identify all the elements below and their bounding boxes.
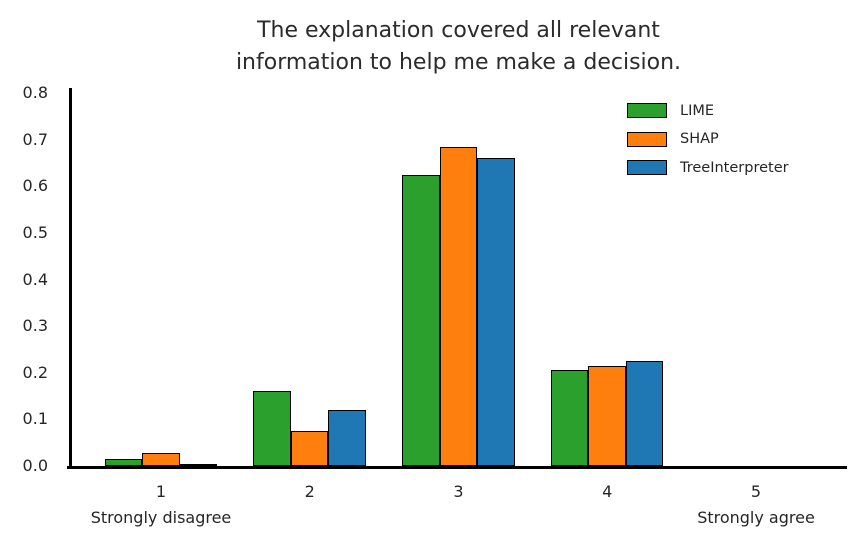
x-tick-number: 5	[750, 482, 762, 501]
chart-title-line2: information to help me make a decision.	[235, 50, 682, 75]
legend: LIME SHAP TreeInterpreter	[627, 103, 789, 189]
chart-title: The explanation covered all relevant inf…	[70, 15, 847, 79]
bar-shap-cat2	[290, 431, 329, 466]
x-tick-label: 5 Strongly agree	[636, 479, 865, 531]
bar-lime-cat2	[253, 391, 291, 466]
x-tick-label: 2	[190, 479, 430, 505]
x-tick-sublabel: Strongly disagree	[90, 508, 232, 527]
y-tick-label: 0.2	[22, 362, 48, 382]
x-tick-label: 3	[339, 479, 579, 505]
legend-item-shap: SHAP	[627, 131, 789, 147]
treeinterpreter-swatch-icon	[627, 160, 667, 175]
legend-label: LIME	[680, 102, 715, 119]
bar-shap-cat3	[439, 146, 478, 466]
y-axis-line	[69, 88, 72, 469]
x-tick-number: 4	[602, 482, 613, 501]
x-tick-label: 4	[487, 479, 727, 505]
bar-treeinterpreter-cat1	[179, 464, 218, 466]
lime-swatch-icon	[627, 103, 667, 118]
bar-treeinterpreter-cat4	[625, 361, 664, 466]
x-tick-number: 2	[304, 482, 315, 501]
bar-treeinterpreter-cat3	[477, 158, 515, 466]
legend-item-lime: LIME	[627, 102, 789, 119]
y-tick-label: 0.6	[22, 176, 48, 196]
x-tick-number: 3	[453, 482, 464, 501]
bar-treeinterpreter-cat2	[328, 410, 366, 466]
bar-shap-cat4	[588, 365, 626, 466]
x-tick-label: 1 Strongly disagree	[41, 479, 281, 531]
x-tick-sublabel: Strongly agree	[697, 508, 815, 527]
y-tick-label: 0.5	[22, 222, 48, 242]
x-axis-line	[67, 466, 847, 469]
bar-lime-cat3	[402, 174, 440, 466]
bar-lime-cat4	[550, 370, 589, 466]
chart-title-line1: The explanation covered all relevant	[257, 18, 660, 43]
legend-label: SHAP	[680, 131, 719, 147]
y-tick-label: 0.4	[22, 269, 48, 289]
y-tick-label: 0.3	[22, 316, 48, 336]
bar-lime-cat1	[104, 459, 143, 466]
plot-area	[70, 93, 847, 466]
legend-label: TreeInterpreter	[680, 159, 789, 176]
shap-swatch-icon	[627, 131, 667, 147]
y-tick-label: 0.8	[22, 83, 48, 102]
y-tick-label: 0.1	[22, 409, 48, 429]
legend-item-treeinterpreter: TreeInterpreter	[627, 159, 789, 176]
y-tick-label: 0.7	[22, 129, 48, 149]
y-tick-label: 0.0	[22, 456, 48, 475]
x-tick-number: 1	[155, 482, 167, 501]
bar-shap-cat1	[142, 453, 180, 466]
